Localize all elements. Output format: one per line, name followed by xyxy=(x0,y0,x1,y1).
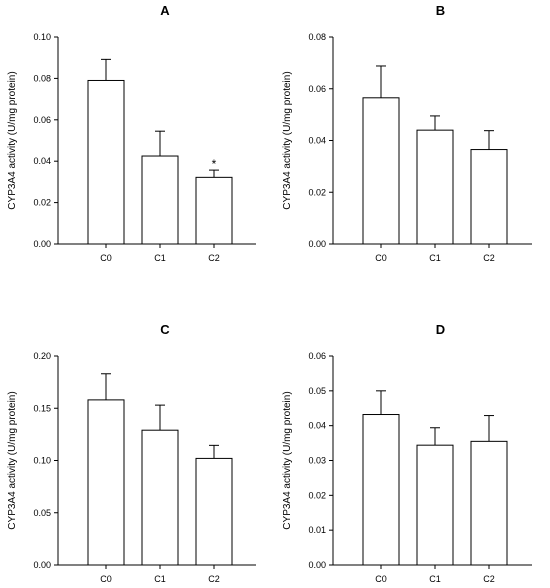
y-tick-label-b-0: 0.00 xyxy=(308,239,326,249)
x-tick-label-c-c0: C0 xyxy=(100,574,112,584)
x-tick-label-d-c0: C0 xyxy=(375,574,387,584)
x-tick-label-c-c1: C1 xyxy=(154,574,166,584)
y-tick-label-d-2: 0.02 xyxy=(308,490,326,500)
bar-d-c1 xyxy=(416,444,454,566)
y-tick-label-c-3: 0.15 xyxy=(33,403,51,413)
y-tick-label-b-3: 0.06 xyxy=(308,84,326,94)
y-tick-label-d-0: 0.00 xyxy=(308,560,326,570)
y-tick-label-a-2: 0.04 xyxy=(33,156,51,166)
bar-a-c0 xyxy=(87,79,125,245)
y-tick-label-b-4: 0.08 xyxy=(308,32,326,42)
x-tick-label-a-c1: C1 xyxy=(154,253,166,263)
y-tick-label-d-5: 0.05 xyxy=(308,386,326,396)
y-tick-label-a-1: 0.02 xyxy=(33,198,51,208)
y-tick-label-d-6: 0.06 xyxy=(308,351,326,361)
panel-label-d: D xyxy=(436,322,445,337)
bar-b-c2 xyxy=(470,149,508,245)
bar-c-c0 xyxy=(87,399,125,566)
y-axis-label-c: CYP3A4 activity (U/mg protein) xyxy=(7,391,18,529)
x-tick-label-b-c2: C2 xyxy=(483,253,495,263)
y-tick-label-a-5: 0.10 xyxy=(33,32,51,42)
x-tick-label-d-c1: C1 xyxy=(429,574,441,584)
x-tick-label-a-c2: C2 xyxy=(208,253,220,263)
y-axis-label-d: CYP3A4 activity (U/mg protein) xyxy=(282,391,293,529)
x-tick-label-d-c2: C2 xyxy=(483,574,495,584)
y-axis-label-a: CYP3A4 activity (U/mg protein) xyxy=(7,71,18,209)
y-tick-label-a-0: 0.00 xyxy=(33,239,51,249)
y-tick-label-c-1: 0.05 xyxy=(33,508,51,518)
x-tick-label-b-c1: C1 xyxy=(429,253,441,263)
y-tick-label-b-2: 0.04 xyxy=(308,136,326,146)
y-tick-label-a-3: 0.06 xyxy=(33,115,51,125)
bar-b-c0 xyxy=(362,97,400,245)
x-tick-label-a-c0: C0 xyxy=(100,253,112,263)
y-tick-label-c-2: 0.10 xyxy=(33,456,51,466)
panel-label-c: C xyxy=(160,322,170,337)
panel-label-b: B xyxy=(436,3,445,18)
y-tick-label-c-4: 0.20 xyxy=(33,351,51,361)
bar-b-c1 xyxy=(416,129,454,245)
bar-a-c1 xyxy=(141,155,179,245)
bar-c-c2 xyxy=(195,457,233,566)
bar-d-c0 xyxy=(362,414,400,566)
bar-c-c1 xyxy=(141,429,179,566)
y-tick-label-b-1: 0.02 xyxy=(308,187,326,197)
x-tick-label-c-c2: C2 xyxy=(208,574,220,584)
x-tick-label-b-c0: C0 xyxy=(375,253,387,263)
y-tick-label-c-0: 0.00 xyxy=(33,560,51,570)
y-axis-label-b: CYP3A4 activity (U/mg protein) xyxy=(282,71,293,209)
bar-d-c2 xyxy=(470,440,508,566)
bar-a-c2 xyxy=(195,176,233,245)
y-tick-label-d-1: 0.01 xyxy=(308,525,326,535)
significance-mark-a-c2: * xyxy=(212,157,217,171)
y-tick-label-a-4: 0.08 xyxy=(33,73,51,83)
y-tick-label-d-4: 0.04 xyxy=(308,421,326,431)
y-tick-label-d-3: 0.03 xyxy=(308,456,326,466)
panel-label-a: A xyxy=(160,3,170,18)
